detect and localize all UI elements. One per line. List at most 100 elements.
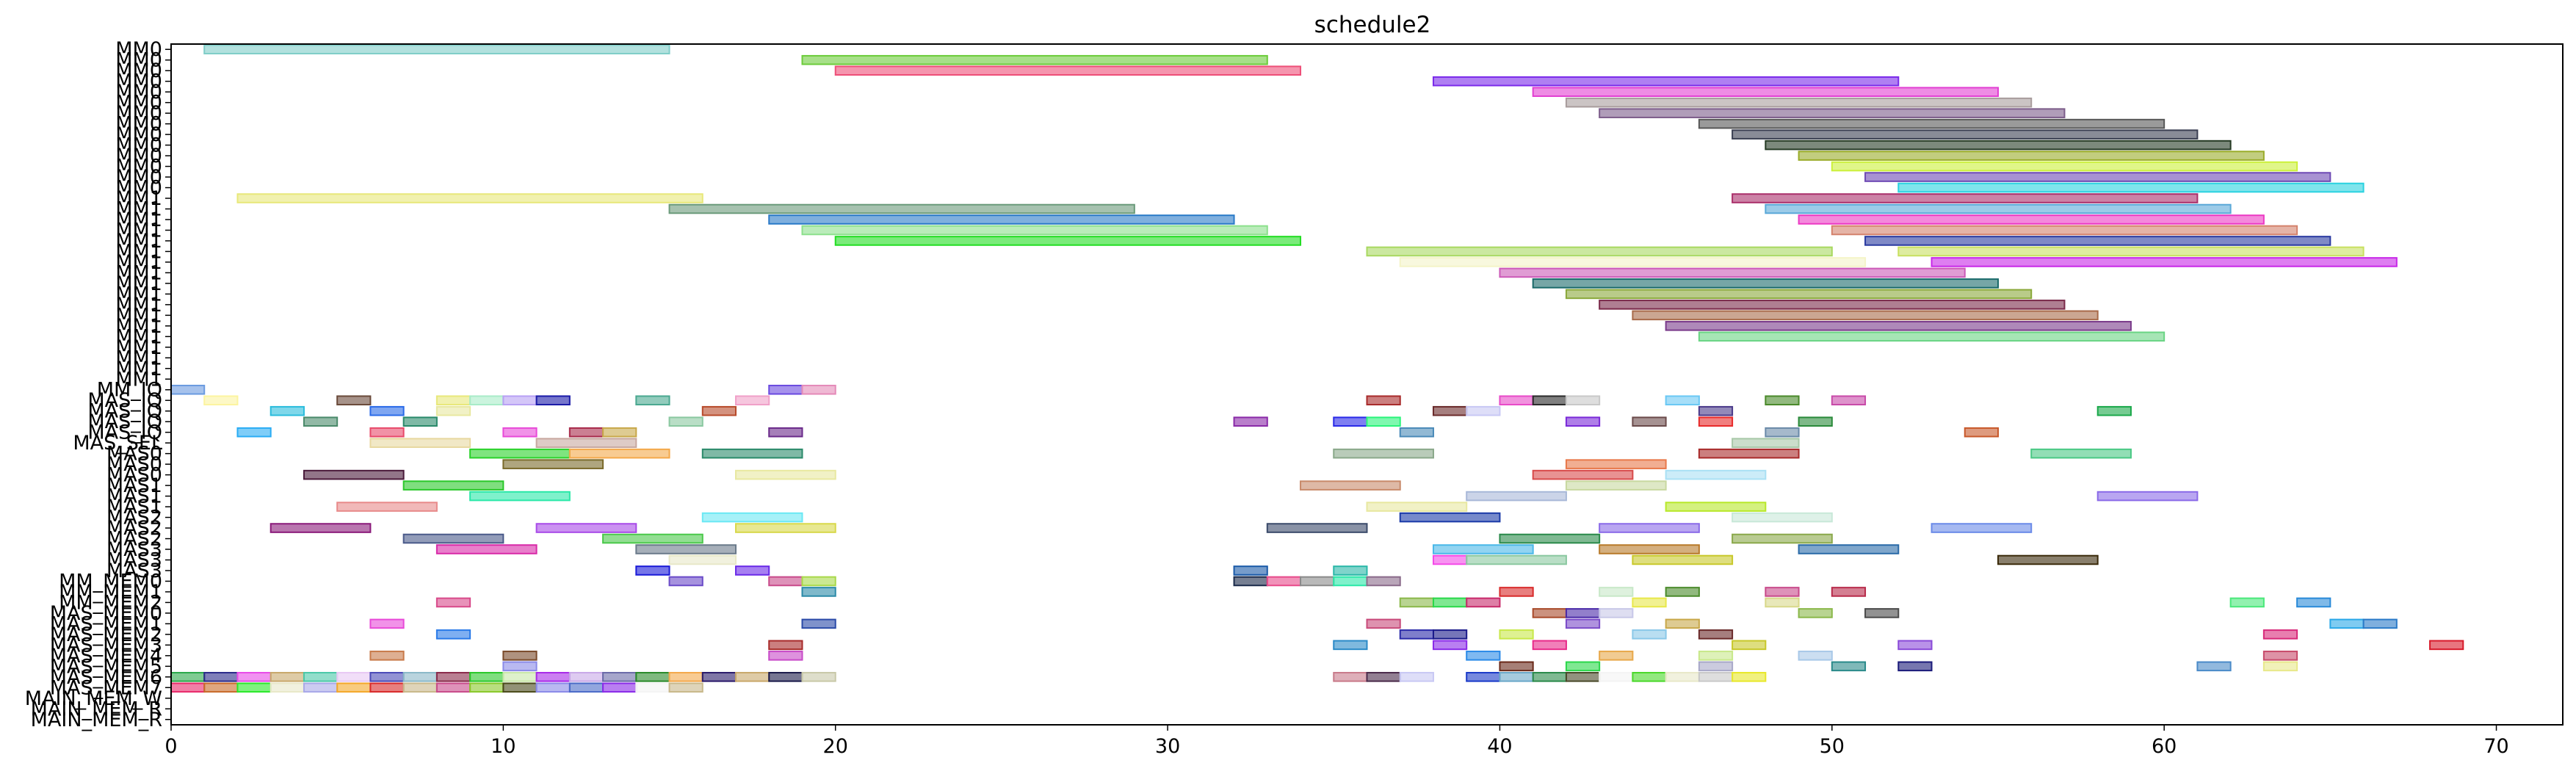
y-tick-label: MM1 <box>115 304 162 327</box>
task-bar <box>1765 597 1800 608</box>
task-bar <box>635 682 670 693</box>
task-bar <box>1599 651 1634 661</box>
y-tick-label: MM0 <box>115 134 162 157</box>
task-bar <box>1565 608 1601 618</box>
task-bar <box>668 682 703 693</box>
task-bar <box>701 448 803 459</box>
task-bar <box>1798 416 1833 427</box>
y-tick-label: MM1 <box>115 251 162 274</box>
task-bar <box>2296 597 2331 608</box>
task-bar <box>1466 491 1567 502</box>
task-bar <box>402 682 438 693</box>
task-bar <box>701 405 737 416</box>
task-bar <box>1532 608 1567 618</box>
task-bar <box>369 405 405 416</box>
task-bar <box>469 682 504 693</box>
y-tick-label: MM1 <box>115 187 162 210</box>
task-bar <box>1765 587 1800 597</box>
task-bar <box>1466 651 1501 661</box>
task-bar <box>1599 587 1634 597</box>
task-bar <box>336 395 372 406</box>
y-tick-label: MM0 <box>115 102 162 125</box>
x-tick-label: 20 <box>823 735 848 758</box>
task-bar <box>1732 672 1767 682</box>
task-bar <box>1366 576 1401 587</box>
task-bar <box>568 672 604 682</box>
y-tick-label: MAS_MEM3 <box>50 634 162 657</box>
task-bar <box>1499 672 1534 682</box>
task-bar <box>535 523 637 533</box>
task-bar <box>502 661 538 672</box>
task-bar <box>768 640 803 651</box>
task-bar <box>1599 544 1700 554</box>
task-bar <box>1399 512 1501 523</box>
task-bar <box>1798 608 1833 618</box>
task-bar <box>1997 554 2099 565</box>
task-bar <box>1565 459 1667 469</box>
task-bar <box>502 682 538 693</box>
task-bar <box>1698 405 1734 416</box>
task-bar <box>1864 172 2331 182</box>
task-bar <box>303 682 339 693</box>
x-tick-label: 40 <box>1487 735 1512 758</box>
task-bar <box>502 427 538 438</box>
task-bar <box>1432 76 1900 87</box>
task-bar <box>1399 257 1867 267</box>
task-bar <box>1698 448 1800 459</box>
task-bar <box>369 618 405 629</box>
task-bar <box>635 544 737 554</box>
task-bar <box>1732 640 1767 651</box>
task-bar <box>303 672 339 682</box>
task-bar <box>1931 257 2398 267</box>
task-bar <box>1432 405 1468 416</box>
y-tick-label: MAS_MEM4 <box>50 645 162 668</box>
task-bar <box>1798 151 2265 161</box>
task-bar <box>2429 640 2464 651</box>
task-bar <box>1333 576 1368 587</box>
task-bar <box>170 682 206 693</box>
task-bar <box>1399 629 1434 640</box>
task-bar <box>469 395 504 406</box>
task-bar <box>236 427 272 438</box>
task-bar <box>668 203 1135 214</box>
task-bar <box>1399 597 1434 608</box>
task-bar <box>336 502 438 512</box>
y-tick-label: MM1 <box>115 272 162 295</box>
task-bar <box>2229 597 2265 608</box>
task-bar <box>1931 523 2033 533</box>
y-tick-label: MM1 <box>115 368 162 391</box>
task-bar <box>1532 278 1999 289</box>
y-tick-label: MM1 <box>115 358 162 380</box>
task-bar <box>1532 469 1634 480</box>
task-bar <box>701 672 737 682</box>
y-tick-label: MM1 <box>115 209 162 231</box>
task-bar <box>1233 416 1268 427</box>
y-tick-label: MM_MEM1 <box>59 581 162 604</box>
y-tick-label: MAS3 <box>106 560 162 582</box>
task-bar <box>1698 629 1734 640</box>
task-bar <box>1333 416 1368 427</box>
task-bar <box>435 672 471 682</box>
y-tick-label: MAS_SEL <box>73 432 162 455</box>
task-bar <box>303 469 405 480</box>
task-bar <box>1765 427 1800 438</box>
task-bar <box>435 395 471 406</box>
task-bar <box>635 395 670 406</box>
task-bar <box>1798 544 1900 554</box>
task-bar <box>1665 672 1700 682</box>
task-bar <box>435 405 471 416</box>
y-tick-label: MAS1 <box>106 496 162 518</box>
task-bar <box>1698 651 1734 661</box>
task-bar <box>1466 554 1567 565</box>
task-bar <box>1565 480 1667 491</box>
task-bar <box>1798 214 2265 225</box>
task-bar <box>1632 629 1667 640</box>
task-bar <box>1499 533 1601 544</box>
task-bar <box>1798 651 1833 661</box>
y-tick-label: MM1 <box>115 294 162 317</box>
task-bar <box>1333 565 1368 576</box>
task-bar <box>602 672 637 682</box>
task-bar <box>1698 118 2166 129</box>
